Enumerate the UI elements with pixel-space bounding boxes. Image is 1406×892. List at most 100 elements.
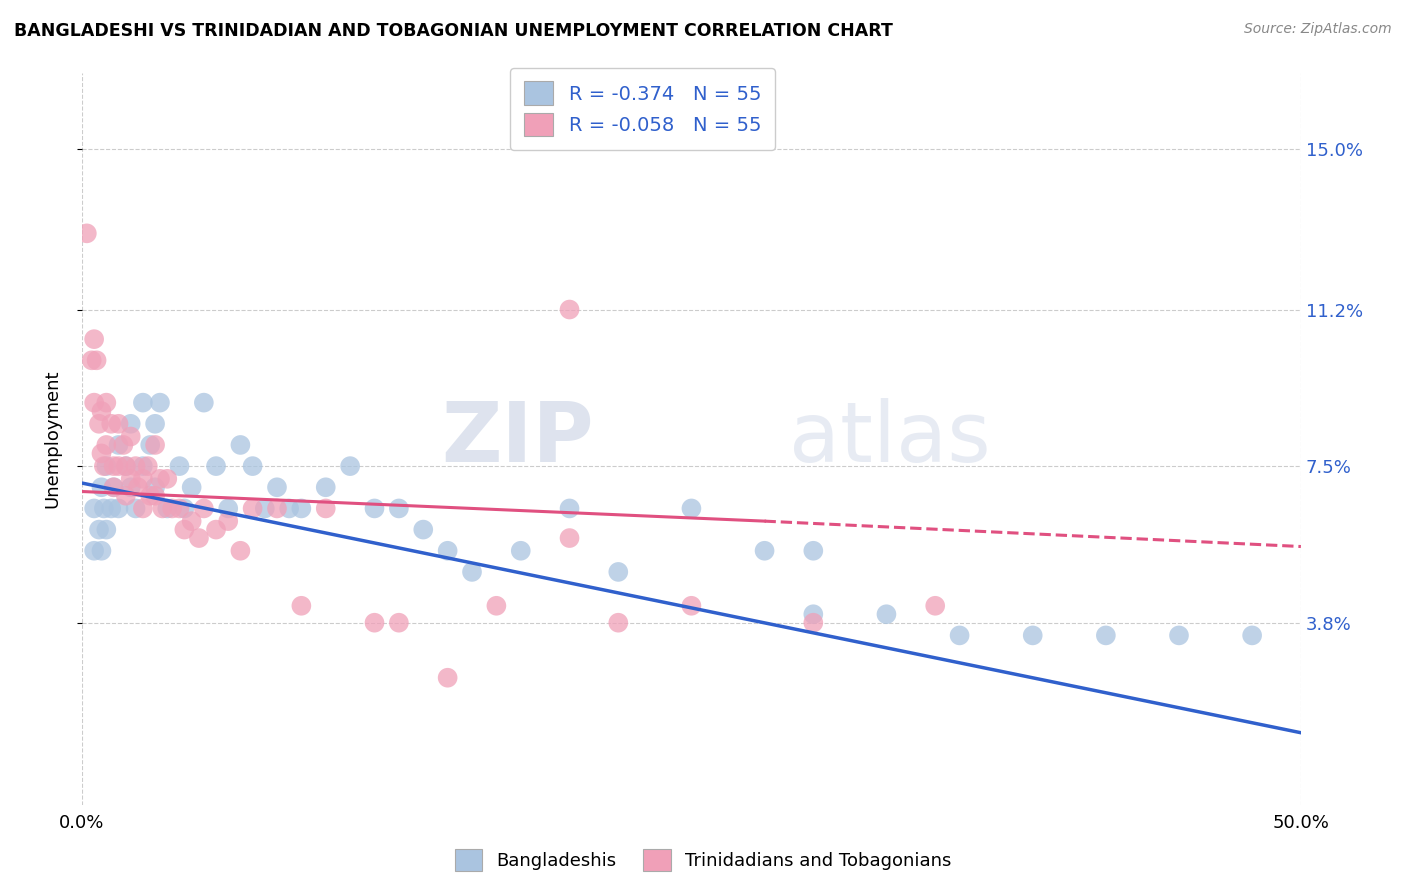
Y-axis label: Unemployment: Unemployment (44, 369, 60, 508)
Point (193, 395, 215, 409)
Point (363, 615, 385, 630)
Point (1022, 628, 1045, 642)
Point (363, 501, 385, 516)
Point (76, 227, 98, 241)
Point (136, 459, 159, 474)
Point (253, 501, 276, 516)
Point (87, 523, 110, 537)
Point (485, 599, 508, 613)
Point (114, 489, 136, 503)
Point (114, 459, 136, 474)
Point (120, 480, 142, 494)
Point (1241, 628, 1264, 642)
Point (120, 417, 142, 431)
Point (169, 501, 191, 516)
Point (107, 459, 129, 474)
Point (90, 404, 112, 418)
Point (96, 523, 118, 537)
Point (107, 501, 129, 516)
Point (607, 615, 630, 630)
Legend: Bangladeshis, Trinidadians and Tobagonians: Bangladeshis, Trinidadians and Tobagonia… (447, 842, 959, 879)
Point (132, 395, 155, 409)
Point (754, 543, 776, 558)
Point (436, 671, 458, 685)
Text: Source: ZipAtlas.com: Source: ZipAtlas.com (1244, 22, 1392, 37)
Point (114, 459, 136, 474)
Point (681, 599, 703, 613)
Point (96, 395, 118, 409)
Point (90, 543, 112, 558)
Point (1168, 628, 1191, 642)
Point (120, 472, 142, 486)
Point (266, 501, 288, 516)
Point (388, 615, 411, 630)
Point (127, 480, 149, 494)
Point (217, 514, 239, 528)
Point (139, 489, 162, 503)
Point (242, 501, 264, 516)
Point (290, 501, 312, 516)
Point (132, 501, 155, 516)
Point (83, 332, 105, 346)
Point (509, 543, 531, 558)
Point (173, 523, 195, 537)
Point (143, 480, 166, 494)
Point (607, 565, 630, 579)
Point (87, 417, 110, 431)
Point (801, 607, 824, 622)
Text: ZIP: ZIP (441, 398, 593, 479)
Point (193, 501, 215, 516)
Point (875, 607, 897, 622)
Point (188, 531, 211, 545)
Legend: R = -0.374   N = 55, R = -0.058   N = 55: R = -0.374 N = 55, R = -0.058 N = 55 (510, 68, 775, 150)
Point (96, 438, 118, 452)
Point (681, 501, 703, 516)
Point (436, 543, 458, 558)
Text: atlas: atlas (789, 398, 991, 479)
Point (132, 472, 155, 486)
Point (93, 459, 115, 474)
Point (152, 501, 174, 516)
Point (801, 615, 824, 630)
Point (83, 543, 105, 558)
Point (124, 459, 146, 474)
Point (339, 459, 361, 474)
Point (266, 480, 288, 494)
Point (160, 501, 183, 516)
Point (315, 501, 337, 516)
Point (139, 438, 162, 452)
Point (107, 438, 129, 452)
Point (103, 459, 125, 474)
Point (388, 501, 411, 516)
Point (103, 480, 125, 494)
Point (132, 459, 155, 474)
Point (461, 565, 484, 579)
Point (229, 438, 252, 452)
Point (290, 599, 312, 613)
Point (278, 501, 301, 516)
Point (948, 628, 970, 642)
Point (558, 501, 581, 516)
Point (143, 417, 166, 431)
Point (229, 543, 252, 558)
Point (83, 501, 105, 516)
Point (100, 501, 122, 516)
Point (156, 501, 179, 516)
Point (112, 438, 135, 452)
Point (93, 501, 115, 516)
Point (143, 438, 166, 452)
Point (180, 514, 202, 528)
Point (217, 501, 239, 516)
Point (558, 531, 581, 545)
Point (412, 523, 434, 537)
Point (924, 599, 946, 613)
Point (90, 480, 112, 494)
Point (86, 353, 108, 368)
Point (107, 417, 129, 431)
Point (83, 395, 105, 409)
Point (558, 302, 581, 317)
Point (169, 459, 191, 474)
Point (100, 417, 122, 431)
Point (205, 459, 228, 474)
Point (1095, 628, 1118, 642)
